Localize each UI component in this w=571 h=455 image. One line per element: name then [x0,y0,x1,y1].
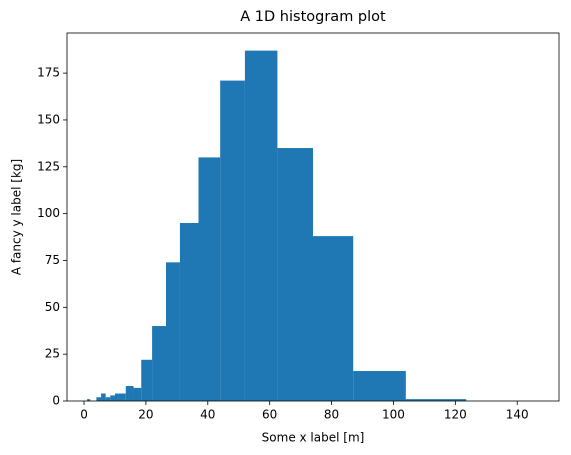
y-tick-label: 100 [37,206,60,220]
y-tick-label: 25 [45,347,60,361]
bar [353,371,406,401]
x-tick-label: 60 [262,408,277,422]
x-tick-label: 80 [324,408,339,422]
bar [110,395,115,401]
y-tick-label: 125 [37,159,60,173]
x-tick-label: 140 [506,408,529,422]
bar [96,397,102,401]
plot-frame [66,32,560,402]
bar [198,157,221,401]
bar [118,393,126,401]
bar [101,393,106,401]
x-axis-label: Some x label [m] [262,431,365,445]
y-tick-label: 50 [45,300,60,314]
x-tick-label: 120 [444,408,467,422]
y-tick-label: 0 [52,394,60,408]
bar [313,236,354,401]
bar [405,399,467,401]
bar [166,262,180,401]
x-tick-label: 40 [200,408,215,422]
bar [87,399,91,401]
bar [179,222,199,401]
y-axis-label: A fancy y label [kg] [10,159,24,275]
x-tick-label: 100 [382,408,405,422]
bar [105,397,111,401]
bar [244,50,278,401]
bar [125,386,134,401]
y-tick-label: 150 [37,112,60,126]
bar [152,326,167,401]
bar [114,393,119,401]
bar [141,359,153,401]
x-tick-label: 0 [80,408,88,422]
bar [277,148,313,401]
chart-title: A 1D histogram plot [240,9,386,25]
y-tick-label: 175 [37,66,60,80]
bar [220,80,245,402]
bar [133,387,142,401]
x-tick-label: 20 [138,408,153,422]
y-tick-label: 75 [45,253,60,267]
